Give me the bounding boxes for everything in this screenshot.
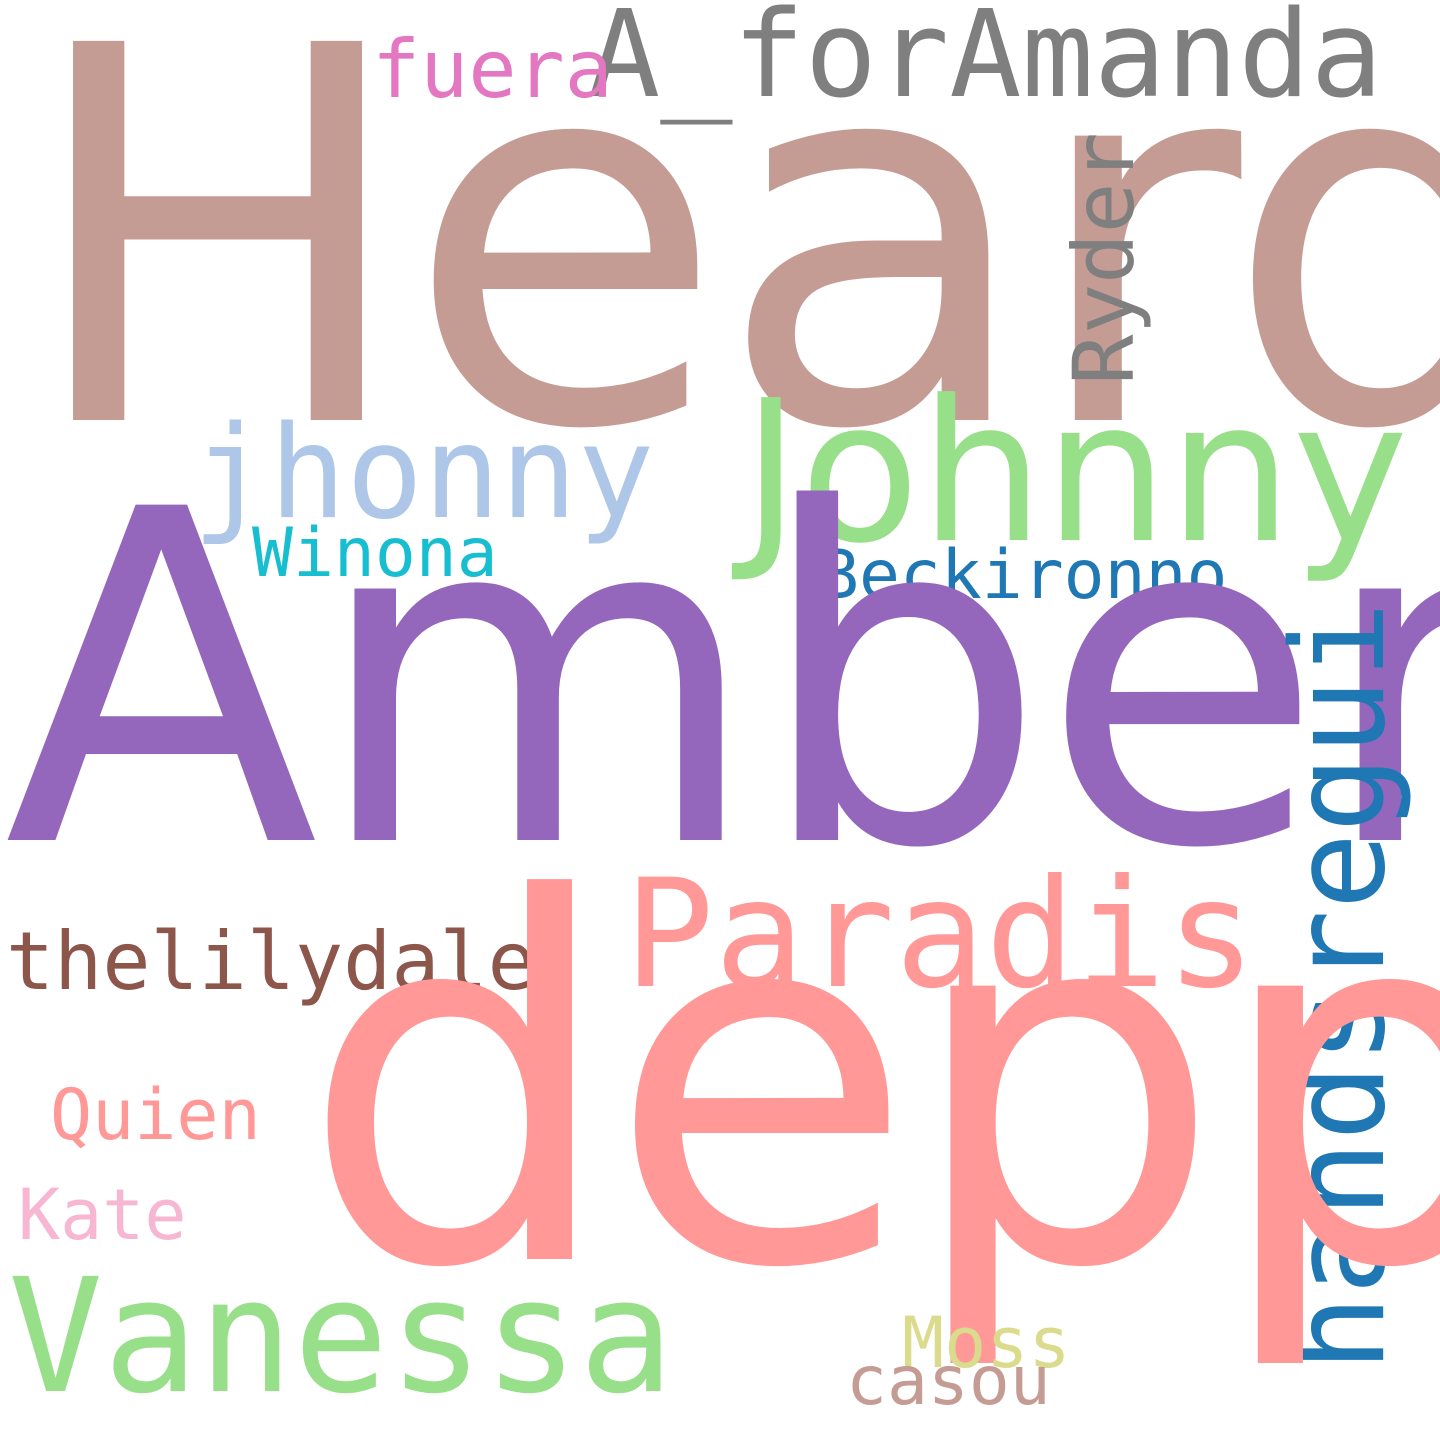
word-amber: Amber: [4, 414, 1440, 949]
word-moss: Moss: [902, 1302, 1071, 1384]
word-winona: Winona: [252, 514, 498, 593]
word-thelilydale: thelilydale: [6, 915, 536, 1008]
word-ryder: Ryder: [1055, 132, 1153, 385]
word-johnny: Johnny: [742, 359, 1409, 587]
word-kate: Kate: [18, 1174, 187, 1256]
word-jhonny: jhonny: [192, 399, 655, 548]
word-a-foramanda: A_forAmanda: [588, 0, 1383, 125]
word-fuera: fuera: [372, 23, 613, 116]
word-depp: depp: [300, 795, 1440, 1377]
word-quien: Quien: [50, 1074, 261, 1156]
word-beckironno: Beckironno: [818, 536, 1228, 615]
word-heard: Heard: [22, 0, 1440, 543]
word-vanessa: Vanessa: [8, 1245, 674, 1429]
word-paradis: Paradis: [624, 848, 1257, 1022]
word-casou: casou: [846, 1342, 1051, 1421]
